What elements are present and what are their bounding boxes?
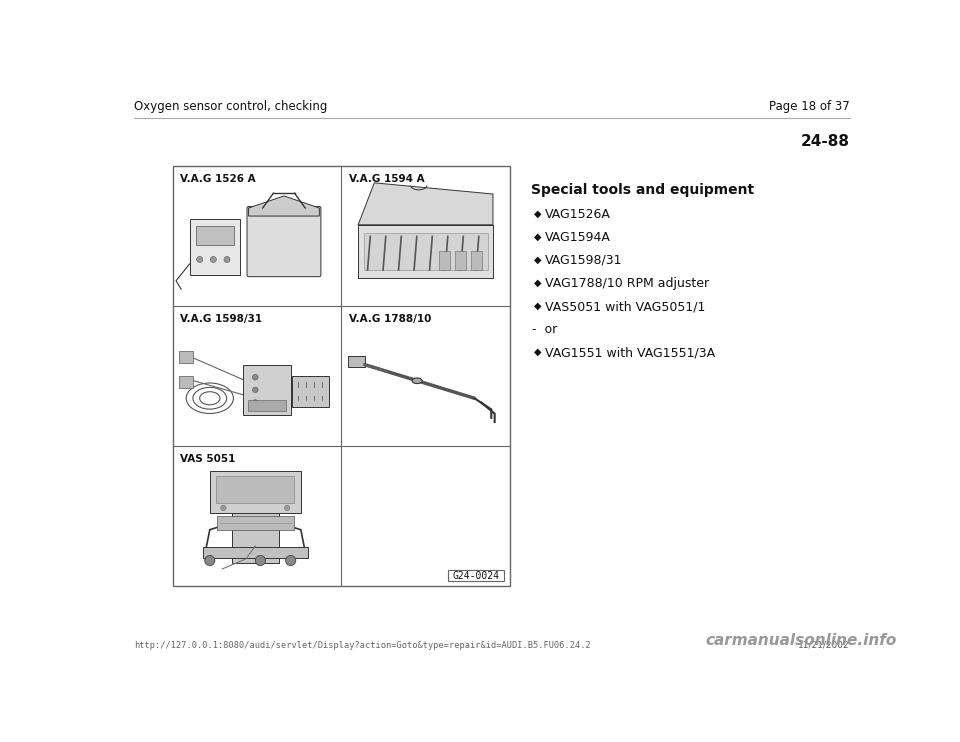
- Text: ◆: ◆: [534, 232, 541, 241]
- Bar: [217, 516, 294, 530]
- Circle shape: [252, 375, 258, 380]
- Bar: [204, 547, 307, 558]
- Text: VAG1598/31: VAG1598/31: [544, 254, 622, 267]
- Circle shape: [197, 257, 203, 263]
- Text: http://127.0.0.1:8080/audi/servlet/Display?action=Goto&type=repair&id=AUDI.B5.FU: http://127.0.0.1:8080/audi/servlet/Displ…: [134, 640, 590, 649]
- Text: Special tools and equipment: Special tools and equipment: [531, 183, 754, 197]
- Circle shape: [204, 556, 215, 565]
- Bar: [249, 400, 286, 411]
- Text: V.A.G 1594 A: V.A.G 1594 A: [349, 174, 424, 184]
- Text: V.A.G 1788/10: V.A.G 1788/10: [349, 314, 431, 324]
- Text: V.A.G 1526 A: V.A.G 1526 A: [180, 174, 256, 184]
- Text: V.A.G 1598/31: V.A.G 1598/31: [180, 314, 263, 324]
- Circle shape: [210, 257, 216, 263]
- Bar: [447, 571, 504, 581]
- Text: ◆: ◆: [534, 278, 541, 288]
- Circle shape: [286, 556, 296, 565]
- Circle shape: [284, 505, 290, 510]
- Text: ◆: ◆: [534, 255, 541, 265]
- Text: G24-0024: G24-0024: [452, 571, 499, 581]
- FancyBboxPatch shape: [247, 206, 321, 277]
- Text: -  or: - or: [532, 323, 558, 336]
- Bar: [180, 376, 193, 389]
- Bar: [348, 356, 365, 367]
- Text: Oxygen sensor control, checking: Oxygen sensor control, checking: [134, 100, 327, 113]
- Text: carmanualsonline.info: carmanualsonline.info: [706, 633, 897, 648]
- Text: VAG1526A: VAG1526A: [544, 208, 611, 220]
- Circle shape: [252, 400, 258, 405]
- Text: VAG1594A: VAG1594A: [544, 231, 611, 243]
- Text: VAS 5051: VAS 5051: [180, 453, 236, 464]
- Bar: [471, 252, 482, 270]
- Text: 24-88: 24-88: [801, 134, 850, 148]
- Ellipse shape: [412, 378, 422, 384]
- Text: 11/21/2002: 11/21/2002: [799, 640, 850, 649]
- Text: VAG1788/10 RPM adjuster: VAG1788/10 RPM adjuster: [544, 277, 708, 290]
- Bar: [173, 166, 510, 585]
- Text: ◆: ◆: [534, 209, 541, 218]
- Bar: [439, 252, 450, 270]
- Bar: [216, 476, 295, 503]
- Bar: [210, 471, 300, 513]
- Bar: [364, 233, 488, 270]
- Bar: [180, 351, 193, 364]
- Bar: [455, 252, 466, 270]
- Bar: [231, 476, 279, 563]
- Bar: [358, 225, 493, 278]
- Circle shape: [224, 257, 230, 263]
- Bar: [189, 219, 240, 275]
- Bar: [196, 226, 234, 246]
- Circle shape: [221, 505, 227, 510]
- Polygon shape: [358, 183, 493, 225]
- Text: ◆: ◆: [534, 347, 541, 357]
- Text: VAG1551 with VAG1551/3A: VAG1551 with VAG1551/3A: [544, 347, 715, 359]
- Text: VAS5051 with VAG5051/1: VAS5051 with VAG5051/1: [544, 300, 705, 313]
- Circle shape: [252, 387, 258, 393]
- Circle shape: [255, 556, 265, 565]
- Text: ◆: ◆: [534, 301, 541, 311]
- Bar: [293, 376, 329, 407]
- Text: Page 18 of 37: Page 18 of 37: [769, 100, 850, 113]
- Polygon shape: [249, 196, 320, 216]
- Bar: [244, 364, 291, 415]
